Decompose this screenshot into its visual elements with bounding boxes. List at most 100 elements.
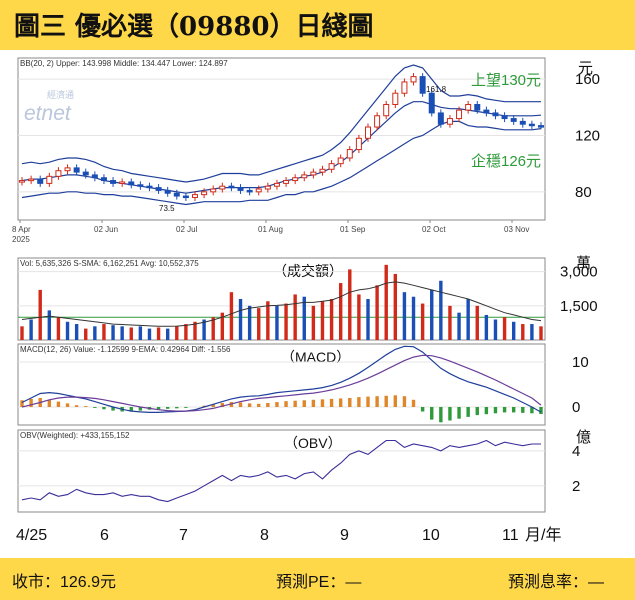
- macd-histogram-bar: [165, 407, 170, 409]
- pe-label: 預測PE：—: [276, 574, 362, 591]
- volume-bar: [311, 305, 316, 340]
- candle-body: [192, 194, 198, 198]
- macd-histogram-bar: [466, 407, 470, 417]
- candle-body: [110, 180, 117, 184]
- volume-bar: [284, 303, 288, 340]
- macd-signal-line: [21, 354, 542, 412]
- obv-ytick: 2: [572, 478, 580, 495]
- volume-bar: [348, 269, 352, 340]
- candle-body: [255, 188, 262, 193]
- volume-bar: [402, 292, 407, 340]
- price-xtick-label: 02 Jun: [94, 225, 118, 234]
- volume-bar: [257, 308, 261, 340]
- candle-body: [501, 115, 508, 120]
- volume-bar: [20, 326, 24, 340]
- macd-histogram-bar: [302, 400, 306, 407]
- month-axis-label: 9: [340, 527, 349, 544]
- macd-histogram-bar: [266, 402, 270, 407]
- volume-bar: [375, 285, 379, 340]
- macd-caption: （MACD）: [281, 349, 350, 365]
- macd-histogram-bar: [175, 407, 179, 409]
- obv-ytick: 4: [572, 443, 580, 460]
- macd-histogram-bar: [411, 399, 416, 407]
- volume-bar: [202, 319, 206, 340]
- watermark-logo: etnet: [24, 102, 72, 125]
- volume-bar: [439, 280, 443, 340]
- volume-bar: [229, 292, 234, 340]
- volume-bar: [38, 289, 42, 340]
- macd-histogram-bar: [420, 407, 425, 412]
- macd-histogram-bar: [348, 398, 352, 407]
- candle-body: [528, 123, 535, 127]
- volume-bar: [293, 294, 297, 340]
- candle-body: [319, 168, 326, 173]
- candle-body: [337, 157, 344, 165]
- macd-ytick: 10: [572, 354, 589, 371]
- macd-histogram-bar: [65, 403, 70, 407]
- candle-body: [292, 177, 299, 182]
- volume-bar: [493, 319, 498, 340]
- macd-histogram-bar: [202, 405, 206, 407]
- macd-histogram-bar: [257, 403, 261, 407]
- macd-histogram-bar: [329, 398, 334, 407]
- candle-body: [310, 171, 317, 176]
- price-ytick: 120: [575, 127, 600, 144]
- volume-bar: [457, 312, 461, 340]
- volume-bar: [56, 317, 61, 340]
- candle-body: [146, 185, 153, 189]
- macd-histogram-bar: [320, 399, 325, 407]
- volume-caption: （成交額）: [273, 263, 343, 279]
- obv-caption: （OBV）: [284, 435, 342, 451]
- candle-body: [228, 185, 235, 189]
- volume-bar: [111, 325, 115, 340]
- macd-histogram-bar: [29, 398, 33, 407]
- price-xtick-label: 8 Apr: [12, 225, 31, 234]
- low-price-label: 73.5: [159, 204, 175, 213]
- macd-histogram-bar: [511, 407, 516, 413]
- obv-unit: 億: [576, 429, 591, 446]
- candle-body: [119, 181, 126, 184]
- candle-body: [100, 177, 107, 182]
- candle-body: [374, 115, 381, 128]
- candle-body: [73, 167, 80, 173]
- volume-bar: [29, 319, 33, 340]
- price-xtick-label: 02 Oct: [422, 225, 446, 234]
- candle-body: [383, 103, 390, 117]
- volume-bar: [338, 283, 343, 340]
- volume-bar: [393, 273, 398, 340]
- candle-body: [273, 182, 280, 187]
- macd-histogram-bar: [384, 395, 388, 407]
- candle-body: [483, 109, 490, 114]
- month-axis-label: 11: [502, 527, 519, 544]
- macd-histogram-bar: [138, 407, 143, 411]
- volume-bar: [357, 294, 361, 340]
- candle-body: [510, 118, 517, 122]
- volume-bar: [329, 299, 334, 340]
- volume-bar: [502, 317, 507, 340]
- macd-histogram-bar: [457, 407, 461, 419]
- title-banner: 圖三 優必選（09880）日綫圖: [0, 0, 635, 50]
- middle-band-line: [21, 101, 542, 194]
- candle-body: [401, 81, 408, 94]
- candle-body: [465, 103, 472, 111]
- macd-histogram-bar: [311, 399, 316, 407]
- month-axis-label: 4/25: [16, 527, 47, 544]
- candle-body: [201, 191, 208, 196]
- candle-body: [519, 120, 526, 125]
- footer-bar: 收市：126.9元 預測PE：— 預測息率：—: [0, 558, 635, 600]
- macd-histogram-bar: [84, 406, 88, 407]
- macd-histogram-bar: [448, 407, 452, 421]
- macd-histogram-bar: [393, 395, 398, 407]
- macd-histogram-bar: [502, 407, 507, 413]
- volume-bar: [275, 305, 279, 340]
- macd-line: [21, 345, 542, 413]
- lower-band-line: [21, 120, 542, 206]
- volume-bar: [138, 326, 143, 340]
- volume-bar: [120, 326, 124, 340]
- macd-histogram-bar: [129, 407, 133, 412]
- candle-body: [37, 178, 44, 184]
- volume-bar: [184, 324, 188, 340]
- candle-body: [346, 149, 353, 159]
- macd-histogram-bar: [56, 401, 61, 407]
- candle-body: [264, 185, 271, 190]
